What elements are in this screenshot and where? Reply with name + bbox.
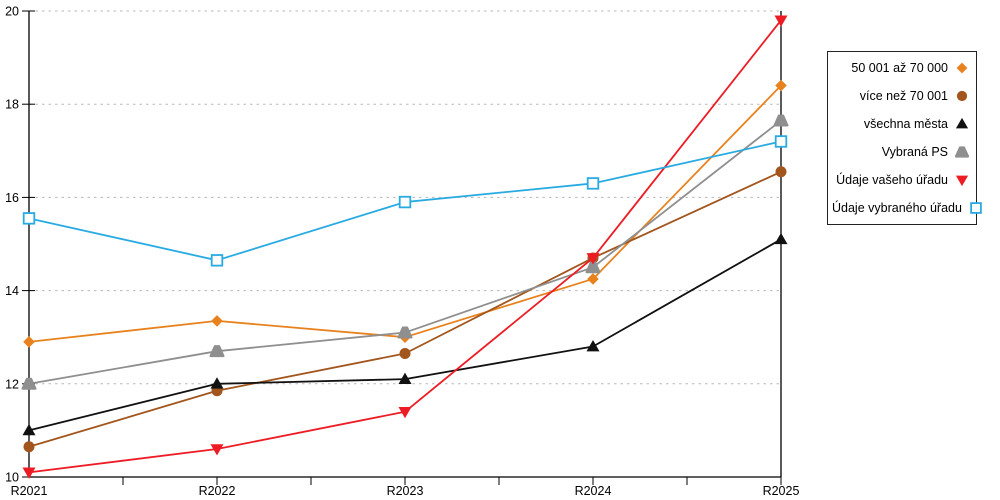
triangle-up-icon [954, 116, 970, 132]
triangle-up-icon [22, 423, 36, 436]
series-5 [22, 135, 788, 267]
diamond-icon [211, 315, 223, 327]
legend-label: více než 70 001 [859, 89, 948, 103]
diamond-icon [954, 60, 970, 76]
legend-label: Vybraná PS [881, 145, 948, 159]
triangle-down-icon [774, 15, 788, 27]
diamond-icon [23, 336, 35, 348]
triangle-up-icon [774, 232, 788, 245]
legend-item-4: Údaje vašeho úřadu [832, 166, 970, 194]
series-0 [23, 79, 787, 348]
square-open-icon [774, 135, 788, 148]
y-tick-label: 20 [5, 5, 19, 19]
triangle-down-icon [22, 467, 36, 479]
circle-icon [399, 348, 411, 360]
series-line [28, 170, 782, 448]
y-tick-label: 16 [5, 191, 19, 205]
pentagon-icon [209, 345, 225, 358]
diamond-icon [956, 62, 968, 74]
y-tick-label: 10 [5, 471, 19, 485]
pentagon-icon [585, 261, 601, 274]
x-tick-label: R2025 [763, 484, 800, 498]
triangle-down-icon [398, 406, 412, 419]
series-2 [22, 232, 788, 436]
y-tick-label: 12 [5, 377, 19, 391]
y-tick-label: 14 [5, 284, 19, 298]
x-tick-label: R2022 [199, 484, 236, 498]
square-open-icon [586, 177, 600, 190]
square-open-icon [970, 202, 982, 214]
triangle-down-icon [210, 444, 224, 456]
circle-icon [23, 441, 35, 453]
series-line [28, 119, 782, 385]
legend-item-5: Údaje vybraného úřadu [832, 194, 982, 222]
triangle-down-icon [955, 175, 969, 187]
legend-item-3: Vybraná PS [832, 138, 970, 166]
triangle-up-icon [586, 340, 600, 352]
square-open-icon [968, 200, 984, 216]
square-open-icon [210, 254, 224, 267]
circle-icon [954, 88, 970, 104]
legend-label: 50 001 až 70 000 [851, 61, 948, 75]
pentagon-icon [21, 377, 37, 390]
x-tick-label: R2021 [11, 484, 48, 498]
diamond-icon [587, 273, 599, 285]
y-tick-label: 18 [5, 98, 19, 112]
legend-item-0: 50 001 až 70 000 [832, 54, 970, 82]
legend-label: Údaje vybraného úřadu [832, 201, 962, 215]
square-open-icon [398, 195, 412, 209]
legend-label: všechna města [863, 117, 948, 131]
series-line [28, 19, 782, 474]
legend-label: Údaje vašeho úřadu [836, 173, 948, 187]
x-tick-label: R2024 [575, 484, 612, 498]
legend-item-1: více než 70 001 [832, 82, 970, 110]
triangle-up-icon [210, 377, 224, 389]
series-3 [21, 114, 789, 390]
square-open-icon [22, 212, 36, 225]
pentagon-icon [397, 326, 413, 339]
circle-icon [956, 90, 968, 102]
pentagon-icon [773, 114, 789, 127]
triangle-down-icon [586, 253, 600, 265]
diamond-icon [775, 79, 787, 92]
chart-legend: 50 001 až 70 000 více než 70 001 všechna m… [827, 51, 982, 225]
triangle-down-icon [954, 172, 970, 188]
series-4 [22, 15, 788, 479]
pentagon-icon [954, 146, 970, 158]
pentagon-icon [954, 144, 970, 160]
circle-icon [775, 166, 787, 178]
triangle-up-icon [955, 117, 969, 129]
triangle-up-icon [398, 372, 412, 384]
legend-item-2: všechna města [832, 110, 970, 138]
x-tick-label: R2023 [387, 484, 424, 498]
